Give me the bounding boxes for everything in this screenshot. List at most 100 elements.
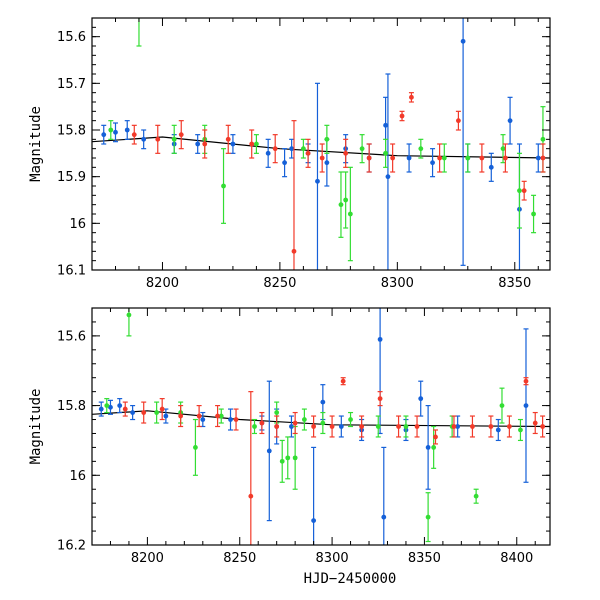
series-red	[122, 377, 546, 545]
data-point	[249, 141, 255, 147]
data-point	[122, 406, 128, 412]
y-tick-label: 16	[69, 469, 86, 484]
data-point	[418, 396, 424, 402]
data-point	[200, 417, 206, 422]
data-point	[311, 424, 317, 429]
data-point	[383, 122, 388, 128]
y-axis-title: Magnitude	[28, 106, 44, 182]
data-point	[324, 160, 330, 166]
data-point	[233, 417, 239, 422]
data-point	[523, 403, 529, 408]
data-point	[289, 424, 294, 429]
data-point	[507, 118, 513, 124]
data-point	[531, 211, 536, 217]
data-point	[98, 406, 104, 412]
data-point	[300, 146, 306, 152]
y-tick-label: 16	[69, 217, 86, 232]
data-point	[500, 146, 506, 152]
data-point	[305, 150, 311, 156]
data-point	[479, 155, 485, 161]
data-point	[320, 399, 326, 405]
data-point	[488, 164, 494, 170]
series-blue	[101, 18, 541, 270]
data-point	[319, 155, 325, 161]
x-tick-label: 8250	[263, 276, 296, 291]
data-point	[155, 136, 161, 142]
data-point	[113, 129, 118, 135]
x-tick-label: 8350	[408, 551, 441, 566]
data-point	[171, 136, 177, 142]
data-point	[425, 445, 431, 450]
data-point	[518, 427, 523, 433]
data-point	[221, 183, 226, 189]
data-point	[289, 146, 295, 152]
data-point	[381, 514, 387, 520]
data-point	[137, 11, 142, 16]
data-point	[403, 424, 409, 429]
data-point	[521, 188, 527, 194]
data-point	[488, 424, 494, 429]
data-point	[101, 132, 107, 138]
data-point	[292, 455, 298, 461]
data-point	[418, 146, 424, 152]
data-point	[406, 155, 412, 161]
x-tick-label: 8250	[223, 551, 256, 566]
data-point	[320, 420, 326, 426]
data-point	[141, 410, 147, 415]
data-point	[315, 178, 320, 184]
y-axis-title: Magnitude	[28, 389, 44, 465]
data-point	[202, 141, 208, 147]
data-point	[338, 202, 344, 208]
y-tick-label: 15.6	[57, 329, 86, 344]
data-point	[414, 424, 420, 429]
x-tick-label: 8300	[316, 551, 349, 566]
data-point	[215, 413, 220, 419]
data-point	[347, 211, 353, 217]
data-point	[377, 396, 383, 402]
data-point	[460, 38, 466, 44]
data-point	[108, 127, 114, 133]
data-point	[431, 445, 437, 450]
data-point	[455, 424, 461, 429]
data-point	[535, 155, 541, 161]
data-point	[252, 424, 257, 429]
data-point	[195, 141, 201, 147]
data-point	[502, 155, 508, 161]
trend-line	[92, 136, 550, 159]
data-point	[359, 424, 365, 429]
data-point	[259, 420, 265, 426]
y-tick-label: 16.2	[57, 539, 86, 554]
data-point	[390, 155, 396, 161]
data-point	[285, 455, 291, 461]
data-point	[359, 146, 365, 152]
data-point	[178, 132, 184, 138]
x-tick-label: 8350	[498, 276, 531, 291]
data-point	[291, 248, 297, 254]
data-point	[540, 155, 546, 161]
data-point	[430, 160, 435, 166]
data-point	[540, 136, 546, 142]
data-point	[117, 403, 123, 408]
series-green	[108, 11, 546, 262]
data-point	[437, 155, 443, 161]
data-point	[248, 493, 254, 499]
data-point	[532, 420, 538, 426]
data-point	[292, 420, 298, 426]
data-point	[366, 155, 372, 161]
data-point	[506, 424, 512, 429]
data-point	[108, 404, 113, 410]
data-point	[385, 174, 391, 180]
data-point	[141, 136, 147, 142]
data-point	[451, 424, 457, 429]
data-point	[383, 150, 388, 156]
data-point	[196, 413, 202, 419]
data-point	[228, 417, 233, 422]
data-point	[266, 448, 272, 454]
data-point	[218, 413, 224, 419]
data-point	[343, 197, 349, 203]
data-point	[465, 155, 471, 161]
data-point	[523, 378, 529, 384]
data-point	[473, 493, 479, 499]
data-point	[425, 514, 431, 520]
